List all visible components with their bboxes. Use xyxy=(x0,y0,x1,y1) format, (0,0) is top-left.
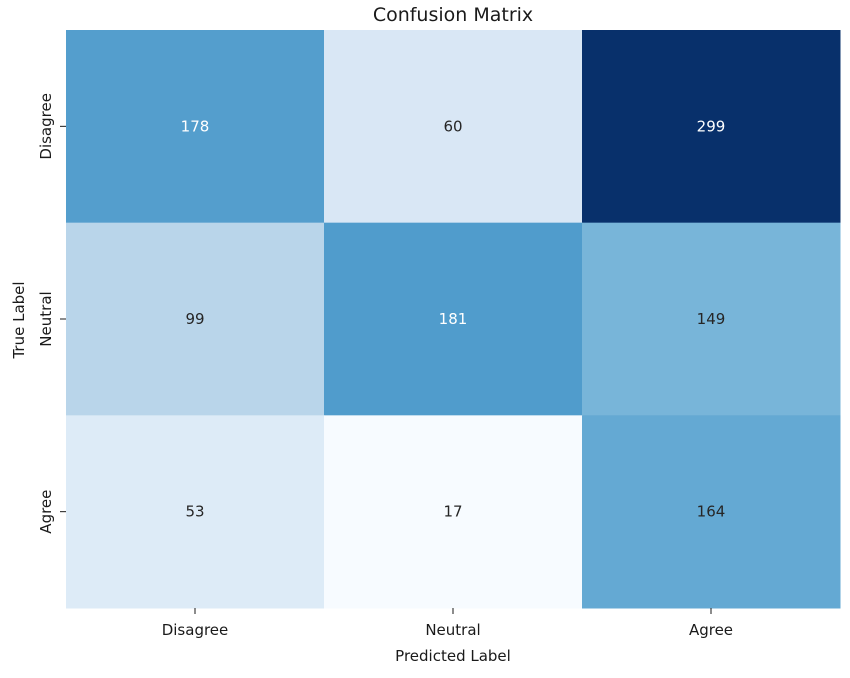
cell-disagree-neutral xyxy=(324,30,583,224)
cell-agree-neutral xyxy=(324,415,583,609)
cell-value-agree-neutral: 17 xyxy=(443,503,462,521)
cell-disagree-disagree xyxy=(66,30,325,224)
chart-title: Confusion Matrix xyxy=(373,4,533,26)
cell-value-neutral-agree: 149 xyxy=(697,310,726,328)
cell-value-neutral-disagree: 99 xyxy=(185,310,204,328)
cell-value-disagree-disagree: 178 xyxy=(181,117,210,135)
cell-value-agree-disagree: 53 xyxy=(185,503,204,521)
x-tick-label-disagree: Disagree xyxy=(162,621,229,639)
y-tick-label-agree: Agree xyxy=(37,490,55,534)
cell-agree-agree xyxy=(582,415,841,609)
cell-agree-disagree xyxy=(66,415,325,609)
heatmap-cells: 178 60 299 99 181 149 53 17 164 xyxy=(66,30,841,609)
cell-disagree-agree xyxy=(582,30,841,224)
cell-value-disagree-agree: 299 xyxy=(697,117,726,135)
y-tick-label-disagree: Disagree xyxy=(37,93,55,160)
cell-neutral-agree xyxy=(582,222,841,416)
cell-neutral-neutral xyxy=(324,222,583,416)
y-axis-label: True Label xyxy=(10,281,28,359)
x-axis-ticks: Disagree Neutral Agree xyxy=(162,608,733,639)
x-tick-label-agree: Agree xyxy=(689,621,733,639)
x-axis-label: Predicted Label xyxy=(395,647,511,665)
cell-value-neutral-neutral: 181 xyxy=(439,310,468,328)
cell-value-agree-agree: 164 xyxy=(697,503,726,521)
cell-value-disagree-neutral: 60 xyxy=(443,117,462,135)
y-tick-label-neutral: Neutral xyxy=(37,291,55,346)
cell-neutral-disagree xyxy=(66,222,325,416)
y-axis-ticks: Disagree Neutral Agree xyxy=(37,93,66,534)
x-tick-label-neutral: Neutral xyxy=(425,621,480,639)
